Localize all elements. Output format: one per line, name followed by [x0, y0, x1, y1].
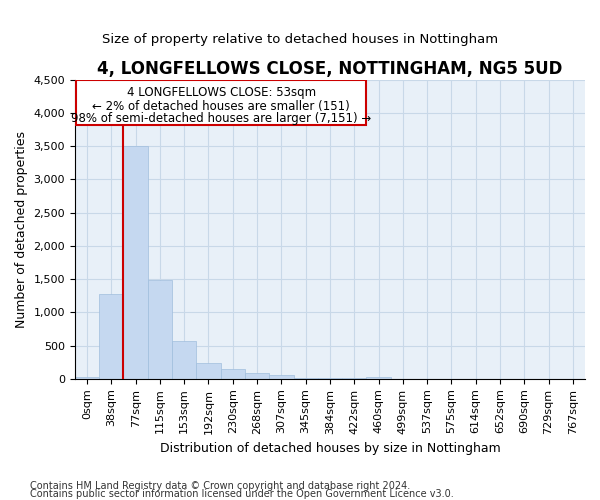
Text: Size of property relative to detached houses in Nottingham: Size of property relative to detached ho… — [102, 32, 498, 46]
Bar — [293, 378, 318, 379]
Bar — [269, 376, 293, 379]
Title: 4, LONGFELLOWS CLOSE, NOTTINGHAM, NG5 5UD: 4, LONGFELLOWS CLOSE, NOTTINGHAM, NG5 5U… — [97, 60, 563, 78]
Bar — [124, 146, 148, 379]
Bar — [172, 340, 196, 379]
Bar — [367, 377, 391, 379]
Bar — [148, 280, 172, 379]
Bar — [245, 373, 269, 379]
Text: Contains HM Land Registry data © Crown copyright and database right 2024.: Contains HM Land Registry data © Crown c… — [30, 481, 410, 491]
Bar — [75, 377, 99, 379]
Bar — [99, 294, 124, 379]
FancyBboxPatch shape — [76, 80, 367, 125]
Text: ← 2% of detached houses are smaller (151): ← 2% of detached houses are smaller (151… — [92, 100, 350, 113]
X-axis label: Distribution of detached houses by size in Nottingham: Distribution of detached houses by size … — [160, 442, 500, 455]
Y-axis label: Number of detached properties: Number of detached properties — [15, 130, 28, 328]
Text: 98% of semi-detached houses are larger (7,151) →: 98% of semi-detached houses are larger (… — [71, 112, 371, 125]
Bar — [221, 368, 245, 379]
Text: 4 LONGFELLOWS CLOSE: 53sqm: 4 LONGFELLOWS CLOSE: 53sqm — [127, 86, 316, 100]
Bar — [196, 362, 221, 379]
Text: Contains public sector information licensed under the Open Government Licence v3: Contains public sector information licen… — [30, 489, 454, 499]
